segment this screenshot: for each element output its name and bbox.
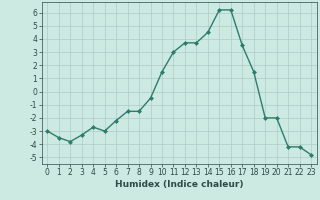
X-axis label: Humidex (Indice chaleur): Humidex (Indice chaleur)	[115, 180, 244, 189]
